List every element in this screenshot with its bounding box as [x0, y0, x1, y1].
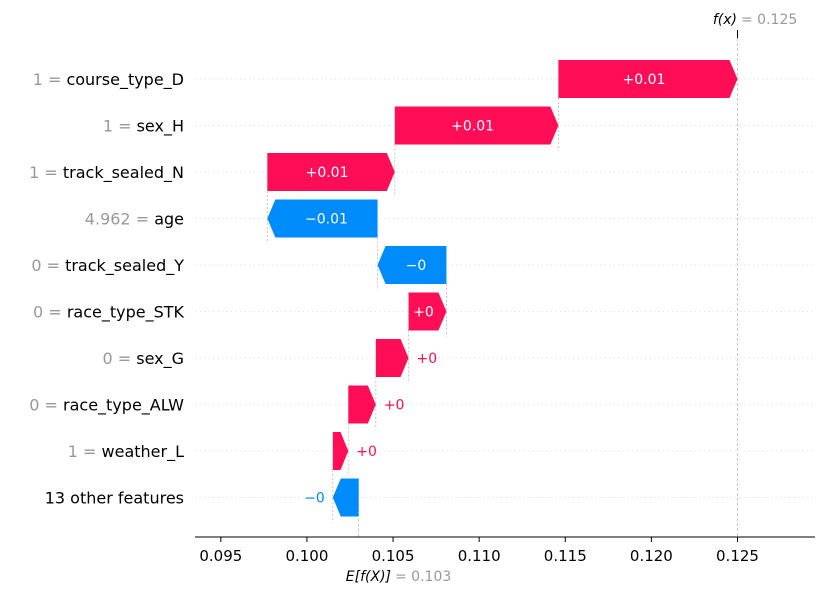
bar-value-label: +0	[417, 351, 438, 367]
feature-name: race_type_STK	[67, 303, 185, 323]
bar-positive	[558, 60, 738, 98]
feature-name: track_sealed_N	[63, 163, 184, 183]
x-tick-label: 0.105	[372, 547, 415, 565]
bar-positive	[267, 153, 395, 191]
feature-label: 1 = course_type_D	[33, 70, 184, 90]
feature-value: 0 =	[33, 303, 67, 322]
bar-positive	[375, 339, 409, 377]
feature-labels: 1 = course_type_D1 = sex_H1 = track_seal…	[29, 70, 184, 508]
feature-value: 0 =	[31, 256, 65, 275]
bar-positive	[348, 385, 376, 424]
bar-value-label: −0	[406, 258, 427, 274]
x-tick-label: 0.115	[544, 547, 587, 565]
x-tick-label: 0.110	[458, 547, 501, 565]
base-value: = 0.103	[395, 569, 451, 585]
bar-value-label: +0	[356, 444, 377, 460]
feature-value: 4.962 =	[85, 210, 154, 229]
feature-label: 1 = sex_H	[103, 117, 184, 137]
bar-value-label: −0.01	[305, 212, 348, 228]
bar-positive	[394, 106, 559, 145]
bar-positive	[332, 432, 349, 470]
feature-label: 4.962 = age	[85, 210, 184, 229]
feature-name: weather_L	[102, 442, 185, 462]
feature-label: 0 = sex_G	[102, 349, 184, 369]
feature-name: track_sealed_Y	[65, 256, 184, 276]
x-tick-label: 0.100	[285, 547, 328, 565]
x-axis: 0.095 0.100 0.105 0.110 0.115 0.120 0.125	[195, 536, 815, 565]
feature-name: 13 other features	[45, 489, 184, 508]
output-annotation: f(x) = 0.125	[713, 12, 797, 28]
bar-value-label: +0	[384, 398, 405, 414]
feature-value: 1 =	[68, 442, 102, 461]
feature-value: 1 =	[33, 70, 67, 89]
bar-value-label: +0	[413, 305, 434, 321]
feature-name: sex_G	[136, 349, 184, 369]
feature-label: 0 = race_type_STK	[33, 303, 184, 323]
bar-positive	[408, 292, 447, 331]
feature-label: 1 = track_sealed_N	[29, 163, 184, 183]
feature-value: 0 =	[102, 349, 136, 368]
output-label: f(x)	[713, 12, 737, 28]
bar-value-label: +0.01	[306, 165, 349, 181]
feature-name: race_type_ALW	[63, 396, 184, 416]
feature-name: course_type_D	[66, 70, 184, 90]
feature-value: 0 =	[29, 396, 63, 415]
bars: +0.01 +0.01 +0.01 −0.01 −0 +0 +0 +0 +0 −0	[267, 60, 738, 517]
bar-value-label: −0	[304, 491, 325, 507]
feature-value: 1 =	[103, 117, 137, 136]
feature-name: sex_H	[137, 117, 184, 137]
feature-label: 13 other features	[45, 489, 184, 508]
feature-value: 1 =	[29, 163, 63, 182]
feature-label: 0 = track_sealed_Y	[31, 256, 184, 276]
feature-label: 1 = weather_L	[68, 442, 184, 462]
bar-value-label: +0.01	[451, 119, 494, 135]
bar-negative	[377, 246, 447, 284]
base-annotation: E[f(X)] = 0.103	[346, 569, 451, 585]
feature-name: age	[154, 210, 184, 229]
feature-label: 0 = race_type_ALW	[29, 396, 184, 416]
x-tick-label: 0.120	[630, 547, 673, 565]
output-value: = 0.125	[741, 12, 797, 28]
x-tick-label: 0.125	[716, 547, 759, 565]
x-tick-label: 0.095	[199, 547, 242, 565]
reference-lines	[266, 30, 738, 537]
bar-negative	[267, 199, 378, 238]
base-label: E[f(X)]	[346, 569, 391, 585]
bar-negative	[332, 478, 359, 517]
bar-value-label: +0.01	[622, 72, 665, 88]
